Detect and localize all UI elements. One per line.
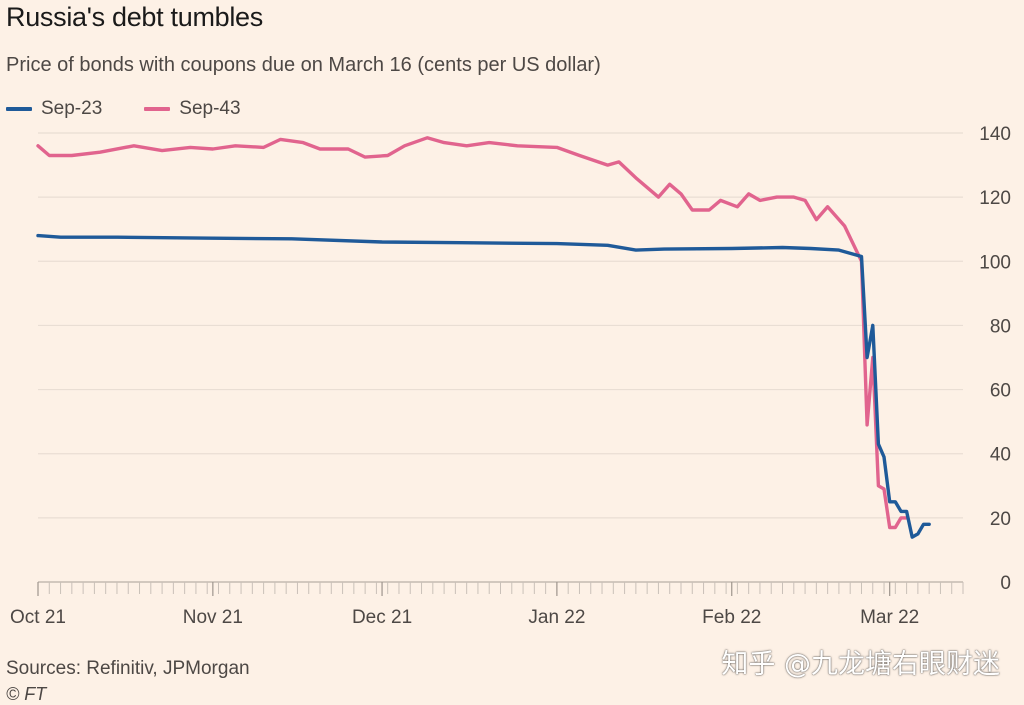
legend-label-sep43: Sep-43 bbox=[179, 98, 241, 119]
legend-label-sep23: Sep-23 bbox=[41, 98, 103, 119]
x-tick-label-5: Mar 22 bbox=[860, 607, 919, 628]
chart-title: Russia's debt tumbles bbox=[6, 2, 263, 32]
x-axis bbox=[37, 581, 964, 596]
y-tick-label-60: 60 bbox=[990, 381, 1011, 402]
legend-item-sep43: Sep-43 bbox=[144, 98, 241, 120]
gridlines bbox=[38, 132, 963, 519]
y-tick-label-0: 0 bbox=[1000, 573, 1011, 594]
legend: Sep-23 Sep-43 bbox=[6, 98, 283, 120]
x-tick-label-0: Oct 21 bbox=[10, 607, 66, 628]
x-tick-label-4: Feb 22 bbox=[702, 607, 761, 628]
chart-subtitle: Price of bonds with coupons due on March… bbox=[6, 54, 601, 76]
series-lines bbox=[36, 136, 931, 539]
legend-item-sep23: Sep-23 bbox=[6, 98, 102, 120]
y-axis-labels: 0 20 40 60 80 100 120 140 bbox=[979, 124, 1011, 594]
legend-swatch-sep43 bbox=[144, 107, 171, 111]
x-tick-label-1: Nov 21 bbox=[183, 607, 243, 628]
x-tick-label-3: Jan 22 bbox=[528, 607, 585, 628]
series-line-sep-43 bbox=[36, 136, 909, 530]
legend-swatch-sep23 bbox=[6, 107, 32, 111]
y-tick-label-100: 100 bbox=[979, 252, 1011, 273]
y-tick-label-20: 20 bbox=[990, 509, 1011, 530]
y-tick-label-140: 140 bbox=[979, 124, 1011, 145]
source-note: Sources: Refinitiv, JPMorgan bbox=[6, 658, 250, 679]
copyright: © FT bbox=[6, 684, 47, 704]
y-tick-label-80: 80 bbox=[990, 316, 1011, 337]
watermark: 知乎 @九龙塘右眼财迷 bbox=[721, 649, 1000, 680]
series-line-sep-23 bbox=[36, 233, 931, 539]
x-tick-label-2: Dec 21 bbox=[352, 607, 412, 628]
y-tick-label-40: 40 bbox=[990, 445, 1011, 466]
x-axis-labels: Oct 21 Nov 21 Dec 21 Jan 22 Feb 22 Mar 22 bbox=[10, 607, 919, 628]
y-tick-label-120: 120 bbox=[979, 188, 1011, 209]
